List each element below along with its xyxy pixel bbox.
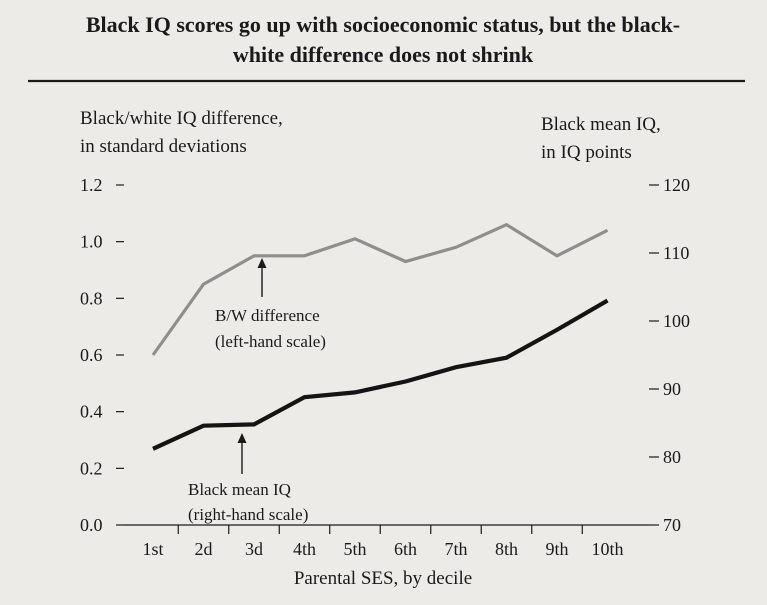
x-axis-label: Parental SES, by decile — [294, 568, 472, 589]
right-tick-label: 90 — [663, 379, 681, 399]
bw-annotation-line-1: B/W difference — [215, 306, 320, 325]
chart-title-line-1: Black IQ scores go up with socioeconomic… — [86, 12, 680, 37]
x-tick-label: 1st — [142, 539, 163, 559]
left-tick-label: 1.2 — [80, 175, 103, 195]
left-tick-label: 0.8 — [80, 288, 103, 308]
x-tick-label: 10th — [591, 539, 623, 559]
chart-title-line-2: white difference does not shrink — [233, 42, 534, 67]
x-tick-label: 4th — [293, 539, 316, 559]
series-layer — [151, 222, 609, 451]
bw-annotation-line-2: (left-hand scale) — [215, 332, 326, 351]
right-tick-label: 120 — [663, 175, 690, 195]
left-tick-label: 0.0 — [80, 515, 103, 535]
x-tick-label: 6th — [394, 539, 417, 559]
iq-annotation-arrowhead — [237, 433, 247, 443]
bw-annotation-arrowhead — [257, 258, 267, 268]
iq-annotation-line-2: (right-hand scale) — [188, 505, 308, 524]
left-tick-label: 0.2 — [80, 458, 103, 478]
right-tick-label: 80 — [663, 447, 681, 467]
left-tick-label: 1.0 — [80, 232, 103, 252]
x-tick-label: 5th — [343, 539, 366, 559]
x-tick-label: 8th — [495, 539, 518, 559]
x-tick-label: 3d — [245, 539, 263, 559]
right-axis-label-line-1: Black mean IQ, — [541, 114, 661, 135]
series-line-bw-difference — [151, 222, 609, 356]
left-tick-label: 0.6 — [80, 345, 103, 365]
right-axis-label-line-2: in IQ points — [541, 142, 632, 163]
right-tick-label: 110 — [663, 243, 689, 263]
series-line-black-mean-iq — [152, 298, 609, 451]
right-tick-label: 70 — [663, 515, 681, 535]
x-tick-label: 9th — [545, 539, 568, 559]
iq-annotation-line-1: Black mean IQ — [188, 480, 291, 499]
right-tick-label: 100 — [663, 311, 690, 331]
x-tick-label: 2d — [195, 539, 213, 559]
left-tick-label: 0.4 — [80, 402, 103, 422]
ticks-layer: 0.0 0.2 0.4 0.6 0.8 1.0 1.2 70 80 90 100 110 120 1st 2… — [80, 175, 690, 559]
left-axis-label-line-2: in standard deviations — [80, 136, 247, 157]
left-axis-label-line-1: Black/white IQ difference, — [80, 108, 283, 129]
x-tick-label: 7th — [444, 539, 467, 559]
